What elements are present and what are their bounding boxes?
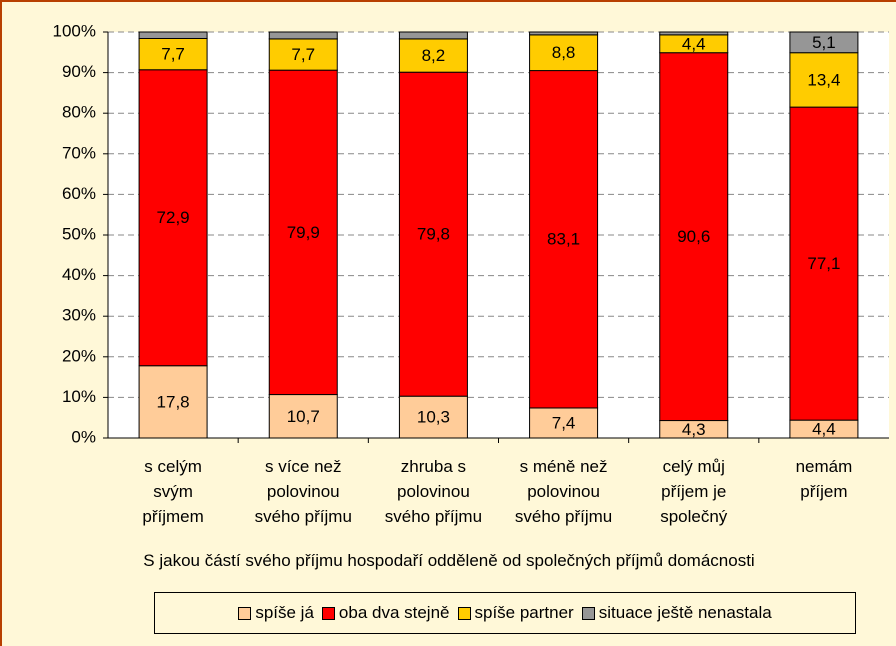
data-label: 4,4 — [812, 420, 836, 439]
data-label: 7,4 — [552, 413, 576, 432]
data-label: 72,9 — [157, 208, 190, 227]
y-tick-label: 40% — [62, 265, 96, 284]
y-tick-label: 50% — [62, 224, 96, 243]
x-tick-label: s méně než polovinou svého příjmu — [514, 457, 613, 526]
data-label: 10,7 — [287, 407, 320, 426]
legend-label: oba dva stejně — [338, 603, 450, 622]
x-tick-label: zhruba s polovinou svého příjmu — [384, 457, 483, 526]
data-label: 79,8 — [417, 225, 450, 244]
bar-segment — [268, 394, 338, 439]
legend-item: oba dva stejně — [321, 603, 450, 623]
y-tick-label: 60% — [62, 184, 96, 203]
data-label: 10,3 — [417, 408, 450, 427]
bar-segment — [398, 395, 468, 439]
data-label: 13,4 — [807, 70, 840, 89]
legend-label: spíše partner — [474, 603, 574, 622]
bar-segment — [398, 71, 468, 397]
bar-segment — [138, 37, 208, 71]
x-tick-label: celý můj příjem je společný — [660, 457, 728, 526]
bar-segment — [659, 52, 729, 422]
bar-segment — [268, 38, 338, 71]
data-label: 79,9 — [287, 223, 320, 242]
data-label: 5,1 — [812, 33, 836, 52]
data-label: 4,3 — [682, 420, 706, 439]
legend-swatch — [457, 607, 471, 621]
legend-swatch — [321, 607, 335, 621]
bar-segment — [138, 31, 208, 39]
y-tick-label: 90% — [62, 62, 96, 81]
legend-item: situace ještě nenastala — [581, 603, 772, 623]
bar-segment — [529, 70, 599, 409]
bar-segment — [529, 407, 599, 439]
y-tick-label: 80% — [62, 103, 96, 122]
data-label: 83,1 — [547, 230, 580, 249]
bar-segment — [268, 69, 338, 396]
x-tick-label: s celým svým příjmem — [142, 457, 204, 526]
y-tick-label: 10% — [62, 387, 96, 406]
legend: spíše já oba dva stejně spíše partner situa… — [154, 592, 856, 634]
x-axis-title: S jakou částí svého příjmu hospodaří odd… — [143, 551, 755, 570]
legend-label: spíše já — [255, 603, 314, 622]
bar-segment — [138, 365, 208, 439]
x-tick-label: s více než polovinou svého příjmu — [254, 457, 352, 526]
bar-segment — [789, 31, 859, 54]
x-tick-label: nemám příjem — [795, 457, 853, 501]
y-tick-label: 0% — [71, 427, 96, 446]
bar-segment — [659, 31, 729, 36]
bar-segment — [789, 106, 859, 421]
bar-segment — [529, 31, 599, 36]
bar-segment — [268, 31, 338, 40]
legend-swatch — [581, 607, 595, 621]
bar-segment — [398, 31, 468, 40]
bar-segment — [529, 34, 599, 72]
data-label: 77,1 — [807, 254, 840, 273]
data-label: 8,8 — [552, 43, 576, 62]
bar-segment — [398, 38, 468, 73]
y-tick-label: 20% — [62, 346, 96, 365]
legend-swatch — [238, 607, 252, 621]
legend-item: spíše partner — [457, 603, 574, 623]
y-tick-label: 70% — [62, 143, 96, 162]
legend-label: situace ještě nenastala — [598, 603, 772, 622]
y-tick-label: 100% — [53, 21, 96, 40]
data-label: 17,8 — [157, 392, 190, 411]
legend-item: spíše já — [238, 603, 314, 623]
data-label: 4,4 — [682, 34, 706, 53]
data-label: 90,6 — [677, 227, 710, 246]
data-label: 7,7 — [291, 45, 315, 64]
y-tick-label: 30% — [62, 306, 96, 325]
data-label: 7,7 — [161, 45, 185, 64]
data-label: 8,2 — [422, 46, 446, 65]
bar-segment — [138, 69, 208, 367]
